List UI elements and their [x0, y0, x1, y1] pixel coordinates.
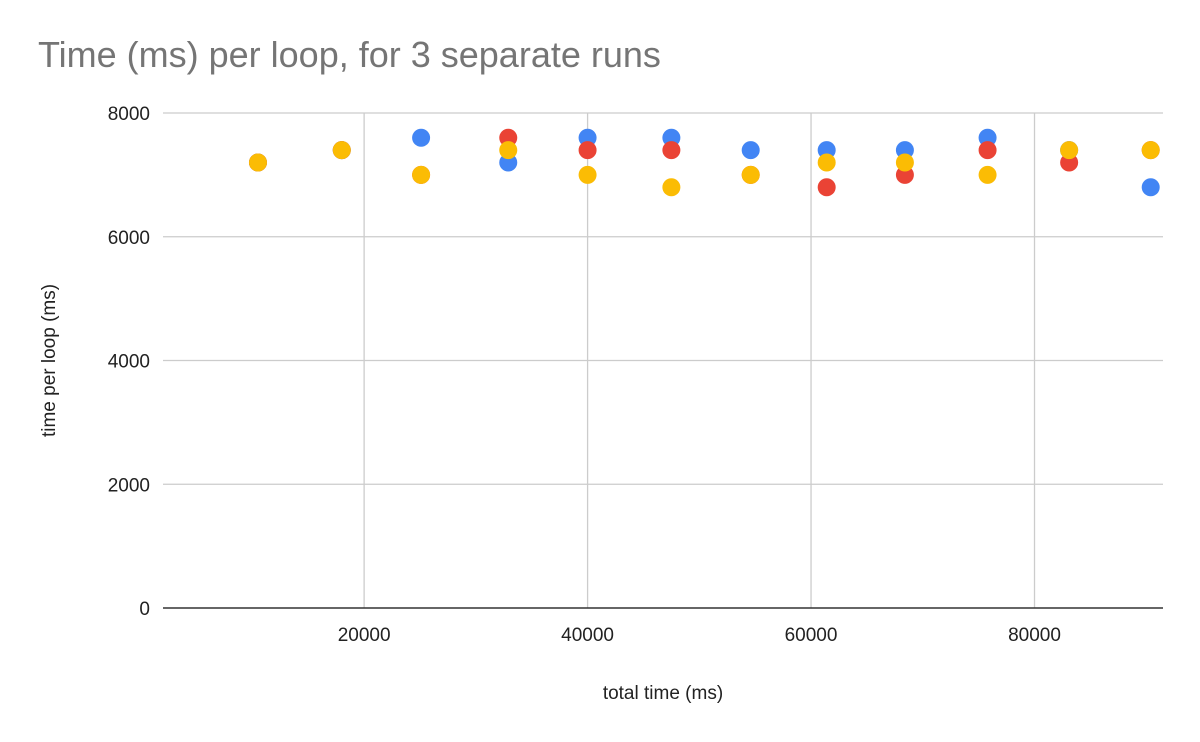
- data-point: [895, 141, 914, 160]
- data-point: [817, 178, 836, 197]
- data-point: [1060, 141, 1079, 160]
- x-tick-label: 40000: [561, 625, 614, 646]
- data-points: [248, 128, 1160, 197]
- x-axis-title: total time (ms): [603, 683, 723, 704]
- data-point: [412, 165, 431, 184]
- data-point: [662, 141, 681, 160]
- data-point: [978, 141, 997, 160]
- data-point: [741, 165, 760, 184]
- x-tick-label: 20000: [338, 625, 391, 646]
- data-point: [741, 141, 760, 160]
- data-point: [978, 128, 997, 147]
- y-axis-title: time per loop (ms): [39, 284, 60, 437]
- data-point: [662, 128, 681, 147]
- data-point: [1141, 141, 1160, 160]
- data-point: [1141, 178, 1160, 197]
- y-tick-label: 8000: [108, 104, 150, 125]
- data-point: [499, 153, 518, 172]
- y-tick-label: 4000: [108, 352, 150, 373]
- chart-title: Time (ms) per loop, for 3 separate runs: [38, 34, 661, 75]
- x-tick-label: 60000: [785, 625, 838, 646]
- grid-lines: [163, 112, 1163, 608]
- data-point: [817, 141, 836, 160]
- y-tick-label: 6000: [108, 228, 150, 249]
- y-tick-label: 0: [139, 599, 150, 620]
- data-point: [662, 178, 681, 197]
- data-point: [578, 141, 597, 160]
- data-point: [499, 128, 518, 147]
- data-point: [978, 165, 997, 184]
- data-point: [578, 165, 597, 184]
- x-tick-label: 80000: [1008, 625, 1061, 646]
- data-point: [895, 153, 914, 172]
- data-point: [1060, 153, 1079, 172]
- data-point: [412, 128, 431, 147]
- data-point: [499, 141, 518, 160]
- data-point: [332, 141, 351, 160]
- data-point: [248, 153, 267, 172]
- y-tick-label: 2000: [108, 475, 150, 496]
- data-point: [578, 128, 597, 147]
- tick-labels: 0 2000 4000 6000 8000 20000 40000 60000 80000: [108, 104, 1061, 646]
- data-point: [817, 153, 836, 172]
- data-point: [895, 165, 914, 184]
